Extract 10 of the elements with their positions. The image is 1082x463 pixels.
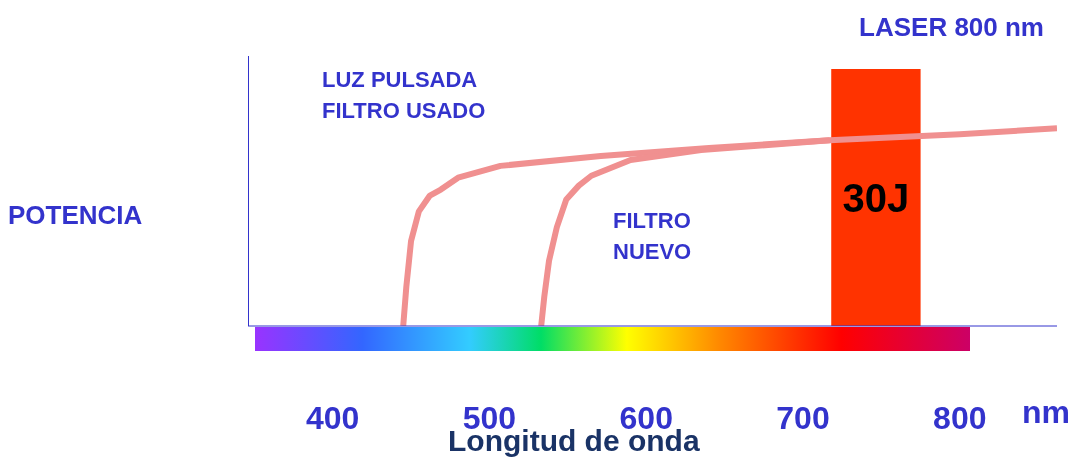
x-tick-label: 700 [776,400,830,436]
y-axis-title: POTENCIA [8,200,143,231]
text: LASER 800 nm [859,12,1044,43]
text: nm [1022,394,1070,431]
x-tick-label: 800 [933,400,987,436]
x-tick-label: 600 [619,400,673,436]
series-label: FILTRO NUEVO [613,207,692,266]
x-tick-label: 400 [305,400,360,436]
band-label: 30J [842,175,910,220]
text: LUZ PULSADA FILTRO USADO [322,66,486,125]
